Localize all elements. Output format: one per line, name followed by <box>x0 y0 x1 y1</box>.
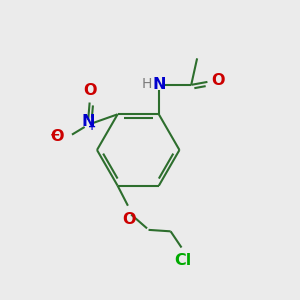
Text: N: N <box>81 114 95 129</box>
Text: O: O <box>83 83 96 98</box>
Text: Cl: Cl <box>175 254 192 268</box>
Text: O: O <box>212 73 225 88</box>
Text: +: + <box>88 122 96 132</box>
Text: N: N <box>152 77 166 92</box>
Text: H: H <box>142 77 152 91</box>
Text: O: O <box>50 129 64 144</box>
Text: O: O <box>123 212 136 226</box>
Text: −: − <box>50 128 60 141</box>
